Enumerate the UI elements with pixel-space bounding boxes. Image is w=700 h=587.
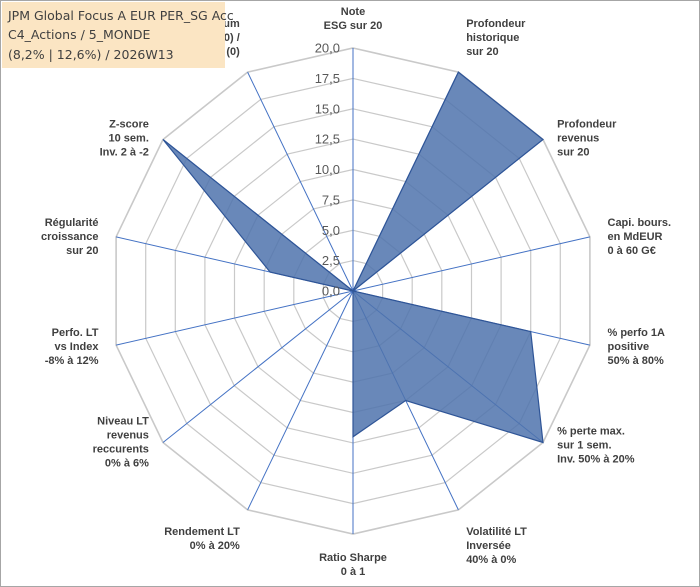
category-label: Perfo. LT vs Index -8% à 12% bbox=[45, 327, 100, 367]
radar-tick-labels: 0,0 2,5 5,0 7,5 10,0 12,5 15,0 17,5 20,0 bbox=[315, 41, 340, 299]
category-label: Note ESG sur 20 bbox=[324, 6, 383, 32]
chart-title-box: JPM Global Focus A EUR PER_SG Acc C4_Act… bbox=[2, 2, 234, 68]
tick-label: 7,5 bbox=[322, 192, 340, 207]
category-label: Rendement LT 0% à 20% bbox=[164, 526, 240, 552]
tick-label: 10,0 bbox=[315, 162, 340, 177]
series-area bbox=[162, 71, 544, 444]
fund-name: JPM Global Focus A EUR PER_SG Acc bbox=[8, 8, 234, 23]
radar-series bbox=[162, 71, 544, 444]
radar-category-labels: Note ESG sur 20 Profondeur historique sur 20… bbox=[41, 6, 671, 578]
category-label: Capi. bours. en MdEUR 0 à 60 G€ bbox=[608, 217, 672, 257]
fund-stats: (8,2% | 12,6%) / 2026W13 bbox=[8, 47, 174, 62]
fund-category: C4_Actions / 5_MONDE bbox=[8, 27, 151, 42]
category-label: Ratio Sharpe 0 à 1 bbox=[319, 552, 387, 578]
category-label: % perfo 1A positive 50% à 80% bbox=[608, 327, 666, 367]
spoke-line bbox=[162, 290, 354, 443]
spoke-line bbox=[247, 290, 354, 511]
category-label: Niveau LT revenus reccurents 0% à 6% bbox=[93, 416, 150, 470]
spoke-line bbox=[352, 236, 591, 292]
category-label: Régularité croissance sur 20 bbox=[41, 217, 98, 257]
tick-label: 0,0 bbox=[322, 284, 340, 299]
tick-label: 12,5 bbox=[315, 132, 340, 147]
spoke-line bbox=[115, 290, 354, 346]
tick-label: 5,0 bbox=[322, 223, 340, 238]
category-label: Volatilité LT Inversée 40% à 0% bbox=[466, 526, 527, 566]
category-label: Profondeur historique sur 20 bbox=[466, 18, 526, 58]
tick-label: 2,5 bbox=[322, 253, 340, 268]
tick-label: 15,0 bbox=[315, 101, 340, 116]
tick-label: 17,5 bbox=[315, 71, 340, 86]
spoke-line bbox=[247, 71, 354, 292]
category-label: Profondeur revenus sur 20 bbox=[557, 118, 617, 158]
category-label: Z-score 10 sem. Inv. 2 à -2 bbox=[100, 118, 149, 158]
tick-label: 20,0 bbox=[315, 41, 340, 56]
category-label: % perte max. sur 1 sem. Inv. 50% à 20% bbox=[557, 426, 635, 466]
